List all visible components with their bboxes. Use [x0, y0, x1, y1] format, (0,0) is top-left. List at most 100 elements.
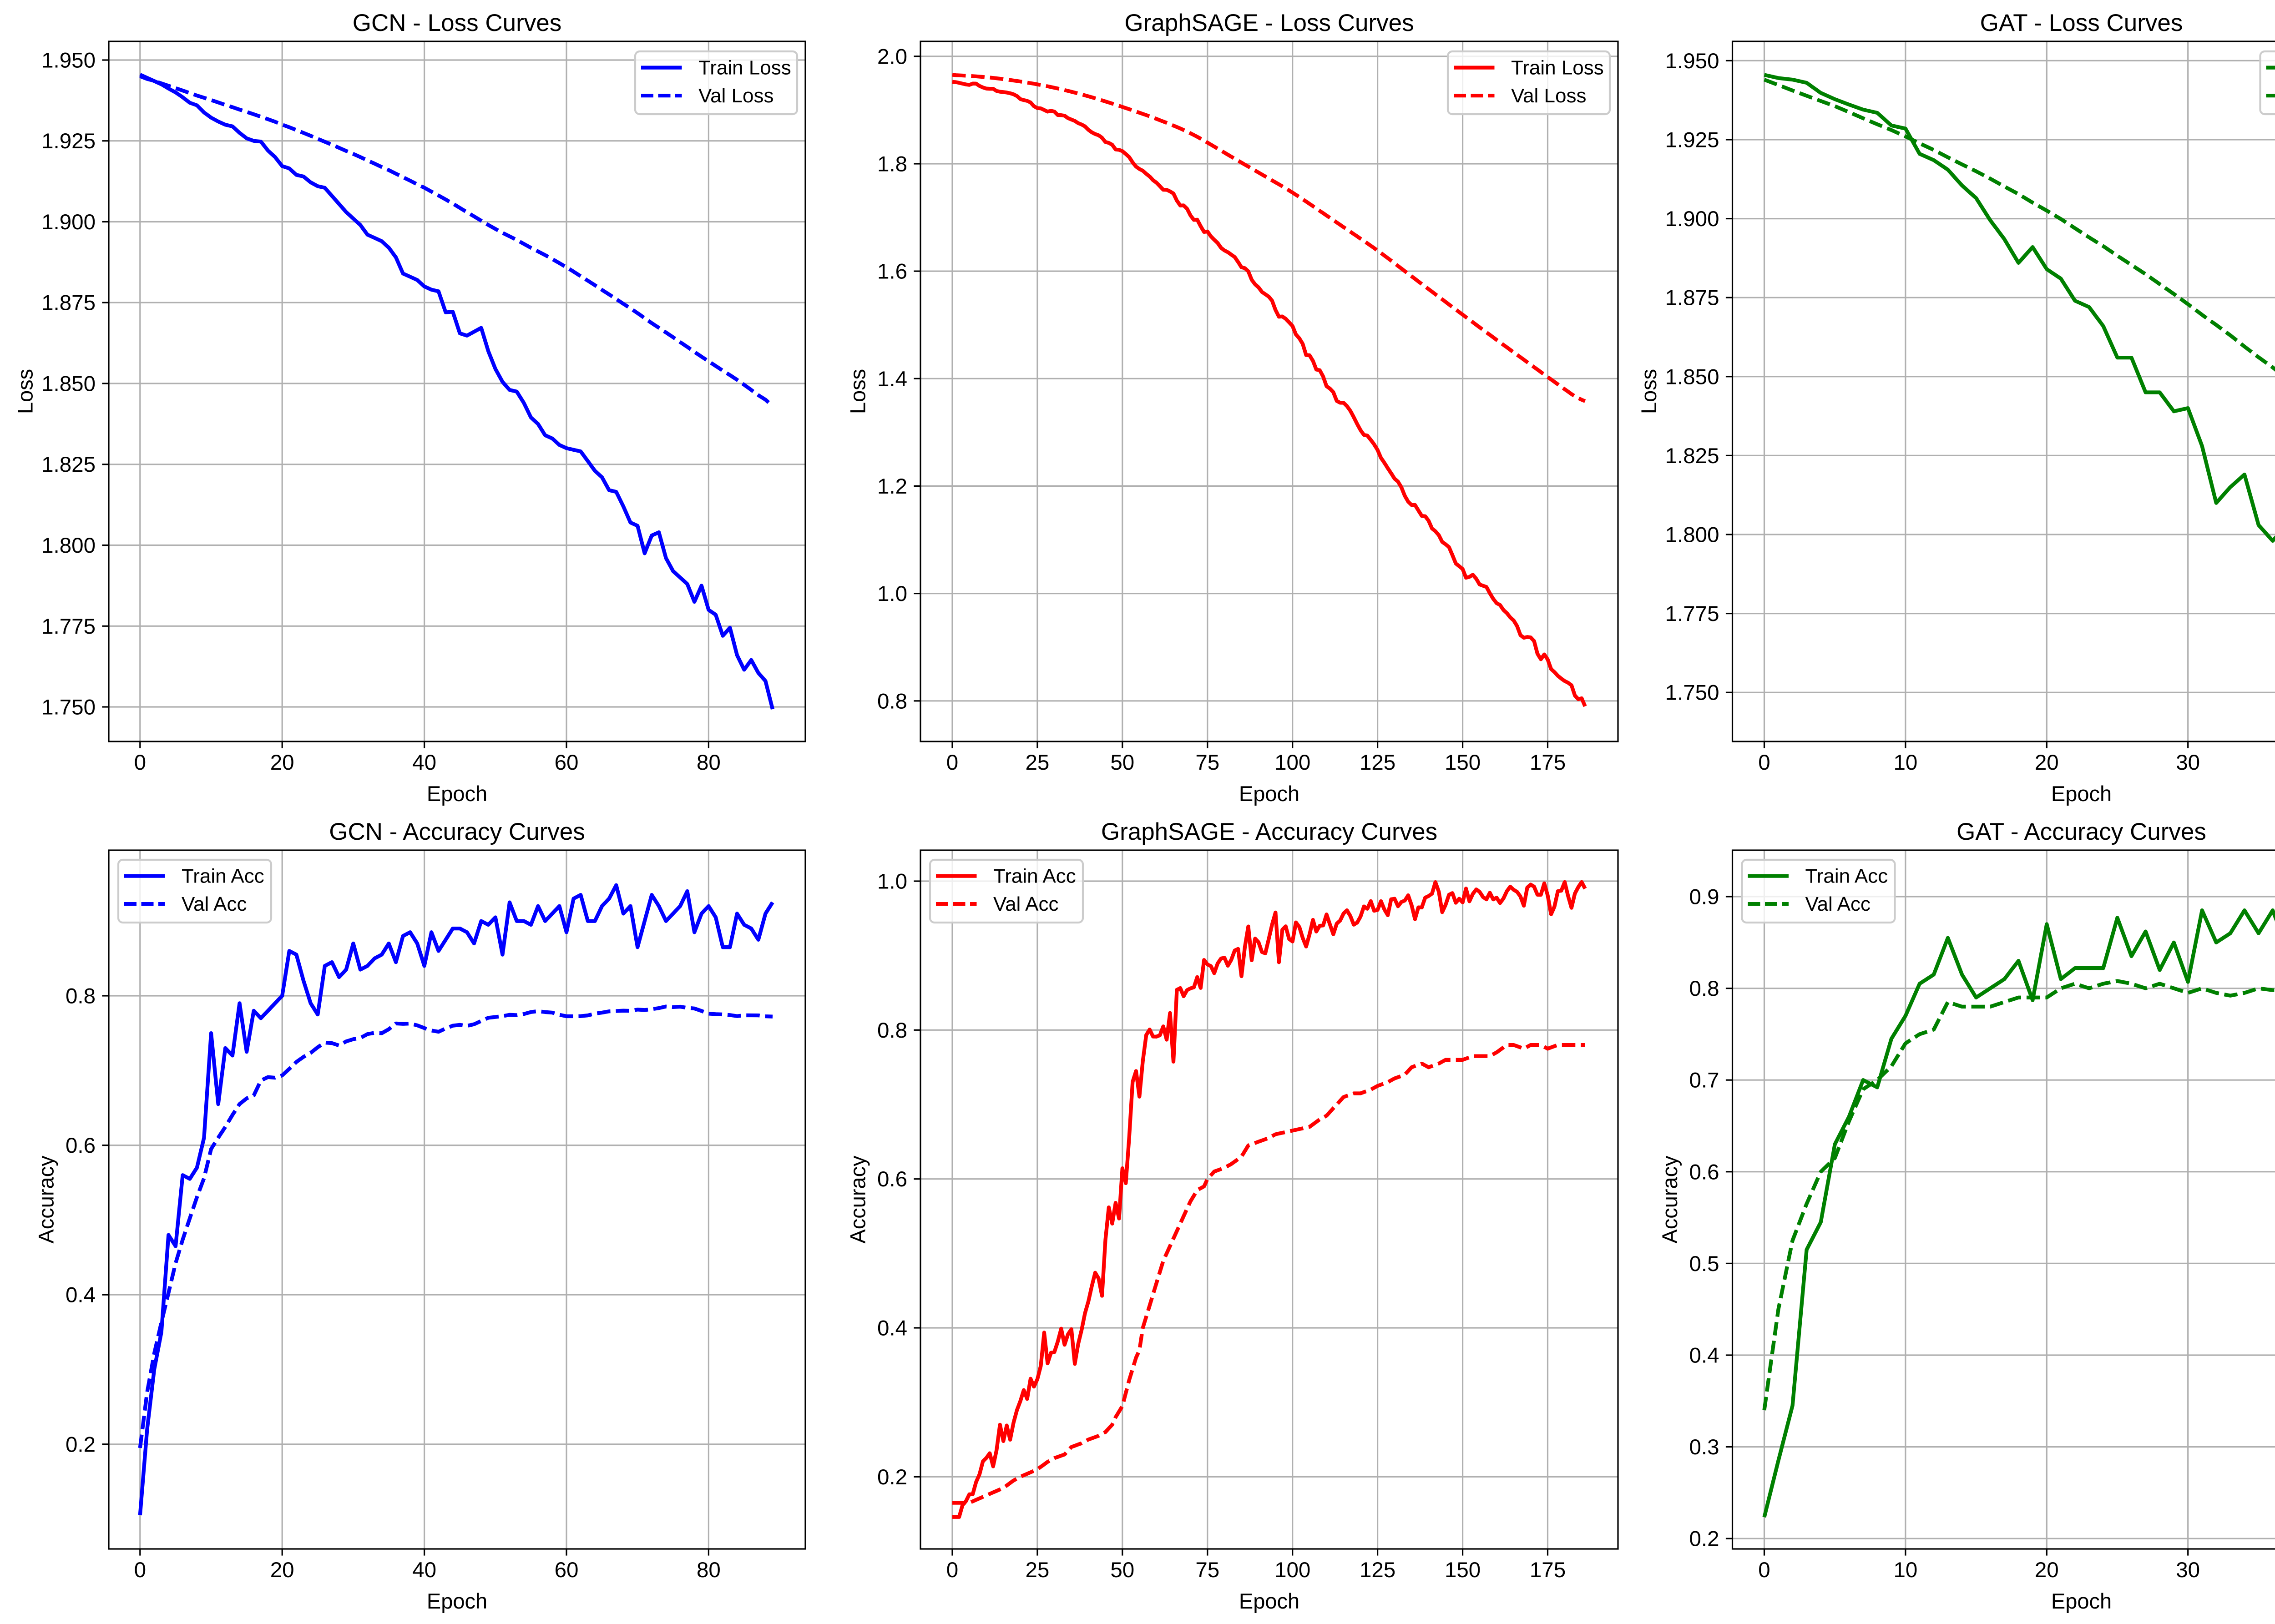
- svg-text:Val Loss: Val Loss: [1511, 85, 1587, 107]
- svg-text:1.0: 1.0: [877, 582, 907, 606]
- svg-text:0.2: 0.2: [1689, 1527, 1719, 1551]
- svg-text:0.4: 0.4: [877, 1316, 907, 1341]
- svg-text:1.875: 1.875: [41, 291, 96, 315]
- svg-text:0.8: 0.8: [877, 1019, 907, 1043]
- svg-text:Loss: Loss: [13, 369, 37, 414]
- svg-text:Train Loss: Train Loss: [1511, 57, 1604, 79]
- svg-text:Val Loss: Val Loss: [698, 85, 774, 107]
- svg-text:Val Acc: Val Acc: [993, 893, 1058, 915]
- svg-text:0.4: 0.4: [66, 1283, 96, 1307]
- svg-text:0.2: 0.2: [66, 1432, 96, 1457]
- svg-text:1.925: 1.925: [41, 129, 96, 153]
- svg-text:175: 175: [1530, 751, 1566, 775]
- svg-text:20: 20: [270, 751, 294, 775]
- svg-text:30: 30: [2176, 751, 2200, 775]
- svg-text:40: 40: [412, 1558, 436, 1582]
- svg-text:Train Acc: Train Acc: [1805, 865, 1888, 888]
- svg-text:Epoch: Epoch: [2051, 782, 2112, 806]
- svg-text:1.775: 1.775: [1665, 602, 1719, 626]
- svg-text:1.2: 1.2: [877, 474, 907, 499]
- svg-text:50: 50: [1110, 1558, 1134, 1582]
- svg-text:100: 100: [1274, 751, 1310, 775]
- svg-text:1.850: 1.850: [41, 372, 96, 396]
- svg-text:80: 80: [697, 1558, 721, 1582]
- svg-text:0: 0: [1758, 1558, 1770, 1582]
- svg-text:150: 150: [1445, 1558, 1481, 1582]
- svg-text:125: 125: [1360, 751, 1395, 775]
- svg-text:GraphSAGE - Accuracy Curves: GraphSAGE - Accuracy Curves: [1101, 818, 1437, 845]
- svg-text:50: 50: [1110, 751, 1134, 775]
- svg-text:0.7: 0.7: [1689, 1069, 1719, 1093]
- svg-text:0: 0: [946, 751, 958, 775]
- svg-text:1.6: 1.6: [877, 260, 907, 284]
- svg-text:40: 40: [412, 751, 436, 775]
- svg-text:125: 125: [1360, 1558, 1395, 1582]
- svg-text:Accuracy: Accuracy: [1658, 1155, 1682, 1244]
- svg-text:20: 20: [270, 1558, 294, 1582]
- svg-text:0.8: 0.8: [66, 984, 96, 1009]
- svg-text:20: 20: [2035, 1558, 2059, 1582]
- svg-text:1.775: 1.775: [41, 615, 96, 639]
- svg-text:Accuracy: Accuracy: [34, 1155, 58, 1244]
- svg-text:80: 80: [697, 751, 721, 775]
- svg-text:1.800: 1.800: [41, 534, 96, 558]
- svg-text:Train Loss: Train Loss: [698, 57, 791, 79]
- svg-text:0.2: 0.2: [877, 1465, 907, 1489]
- svg-text:Epoch: Epoch: [2051, 1589, 2112, 1613]
- svg-text:Epoch: Epoch: [427, 782, 487, 806]
- svg-text:1.925: 1.925: [1665, 128, 1719, 152]
- svg-text:Epoch: Epoch: [1239, 1589, 1299, 1613]
- svg-text:20: 20: [2035, 751, 2059, 775]
- svg-text:25: 25: [1025, 751, 1049, 775]
- svg-text:10: 10: [1893, 751, 1917, 775]
- svg-text:0.6: 0.6: [66, 1134, 96, 1158]
- svg-text:0.4: 0.4: [1689, 1344, 1719, 1368]
- svg-text:Epoch: Epoch: [427, 1589, 487, 1613]
- svg-text:100: 100: [1274, 1558, 1310, 1582]
- svg-text:0.8: 0.8: [1689, 977, 1719, 1001]
- svg-text:Accuracy: Accuracy: [846, 1155, 870, 1244]
- svg-text:GCN - Accuracy Curves: GCN - Accuracy Curves: [329, 818, 585, 845]
- svg-text:0.5: 0.5: [1689, 1252, 1719, 1276]
- svg-text:60: 60: [555, 751, 579, 775]
- svg-text:1.900: 1.900: [1665, 207, 1719, 231]
- svg-text:0: 0: [134, 751, 146, 775]
- svg-text:1.800: 1.800: [1665, 523, 1719, 547]
- svg-text:0: 0: [946, 1558, 958, 1582]
- svg-text:0: 0: [134, 1558, 146, 1582]
- svg-text:75: 75: [1195, 1558, 1219, 1582]
- svg-text:175: 175: [1530, 1558, 1566, 1582]
- svg-text:1.825: 1.825: [41, 453, 96, 477]
- svg-text:0.6: 0.6: [1689, 1160, 1719, 1184]
- svg-text:0.8: 0.8: [877, 689, 907, 713]
- svg-text:GAT - Accuracy Curves: GAT - Accuracy Curves: [1956, 818, 2206, 845]
- svg-text:Train Acc: Train Acc: [993, 865, 1076, 888]
- svg-text:Epoch: Epoch: [1239, 782, 1299, 806]
- svg-text:1.750: 1.750: [1665, 681, 1719, 705]
- svg-text:25: 25: [1025, 1558, 1049, 1582]
- svg-text:1.875: 1.875: [1665, 286, 1719, 310]
- svg-text:0.6: 0.6: [877, 1167, 907, 1191]
- svg-text:30: 30: [2176, 1558, 2200, 1582]
- svg-text:1.850: 1.850: [1665, 365, 1719, 389]
- svg-text:GraphSAGE - Loss Curves: GraphSAGE - Loss Curves: [1124, 10, 1414, 36]
- svg-text:Train Acc: Train Acc: [182, 865, 264, 888]
- svg-text:Val Acc: Val Acc: [182, 893, 247, 915]
- svg-text:GCN - Loss Curves: GCN - Loss Curves: [353, 10, 561, 36]
- svg-text:1.0: 1.0: [877, 870, 907, 894]
- svg-text:60: 60: [555, 1558, 579, 1582]
- svg-text:2.0: 2.0: [877, 45, 907, 69]
- svg-text:1.8: 1.8: [877, 152, 907, 177]
- svg-text:Val Acc: Val Acc: [1805, 893, 1871, 915]
- svg-text:10: 10: [1893, 1558, 1917, 1582]
- svg-text:GAT - Loss Curves: GAT - Loss Curves: [1980, 10, 2183, 36]
- svg-text:1.950: 1.950: [41, 49, 96, 73]
- svg-text:Loss: Loss: [846, 369, 870, 414]
- svg-text:1.750: 1.750: [41, 696, 96, 720]
- svg-text:1.900: 1.900: [41, 210, 96, 234]
- svg-text:0.9: 0.9: [1689, 885, 1719, 909]
- svg-text:150: 150: [1445, 751, 1481, 775]
- svg-text:1.4: 1.4: [877, 367, 907, 391]
- svg-text:0: 0: [1758, 751, 1770, 775]
- svg-text:Loss: Loss: [1637, 369, 1661, 414]
